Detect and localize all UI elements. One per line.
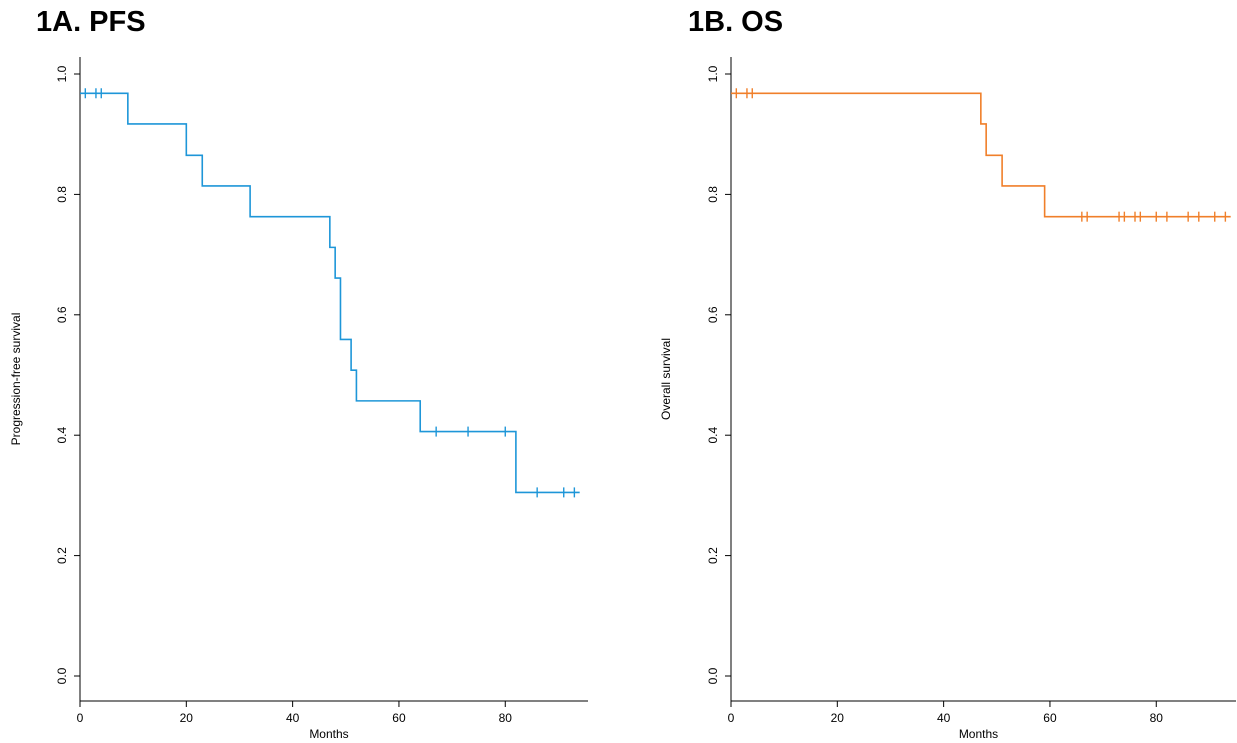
- chart-title: 1B. OS: [688, 6, 784, 38]
- y-tick-label: 1.0: [706, 65, 720, 82]
- x-axis-label: Months: [309, 727, 348, 741]
- x-tick-label: 20: [180, 711, 194, 725]
- os-chart: 0 20 40 60 80 0.0 0.2 0.4 0.6 0.8 1.0 Months Overall…: [659, 57, 1236, 741]
- y-tick-label: 0.4: [55, 427, 69, 444]
- x-tick-label: 40: [937, 711, 951, 725]
- x-tick-label: 80: [499, 711, 513, 725]
- pfs-chart: 0 20 40 60 80 0.0 0.2 0.4 0.6 0.8 1.0 Months Progres…: [9, 57, 588, 741]
- y-tick-label: 0.6: [55, 306, 69, 323]
- y-tick-label: 0.2: [706, 547, 720, 564]
- x-tick-label: 0: [77, 711, 84, 725]
- y-tick-label: 0.0: [706, 667, 720, 684]
- x-tick-label: 60: [1043, 711, 1057, 725]
- y-axis-label: Progression-free survival: [9, 313, 23, 446]
- survival-step-line: [731, 92, 1231, 218]
- os-panel: 1B. OS 0 20 40 60 80 0.0 0.2 0.4 0.6 0.8 1.0 Months…: [640, 0, 1237, 743]
- y-tick-label: 0.6: [706, 306, 720, 323]
- x-tick-label: 20: [831, 711, 845, 725]
- pfs-panel: 1A. PFS 0 20 40 60 80 0.0 0.2 0.4 0.6 0.8 1.0 Month…: [0, 0, 600, 743]
- y-tick-label: 0.0: [55, 667, 69, 684]
- y-tick-label: 0.8: [55, 186, 69, 203]
- x-tick-label: 80: [1150, 711, 1164, 725]
- y-tick-label: 0.2: [55, 547, 69, 564]
- y-tick-label: 0.8: [706, 186, 720, 203]
- x-tick-label: 60: [392, 711, 406, 725]
- x-tick-label: 0: [728, 711, 735, 725]
- chart-title: 1A. PFS: [36, 6, 146, 38]
- x-tick-label: 40: [286, 711, 300, 725]
- x-axis-label: Months: [959, 727, 998, 741]
- y-tick-label: 1.0: [55, 65, 69, 82]
- y-axis-label: Overall survival: [659, 338, 673, 420]
- survival-step-line: [80, 92, 580, 494]
- y-tick-label: 0.4: [706, 427, 720, 444]
